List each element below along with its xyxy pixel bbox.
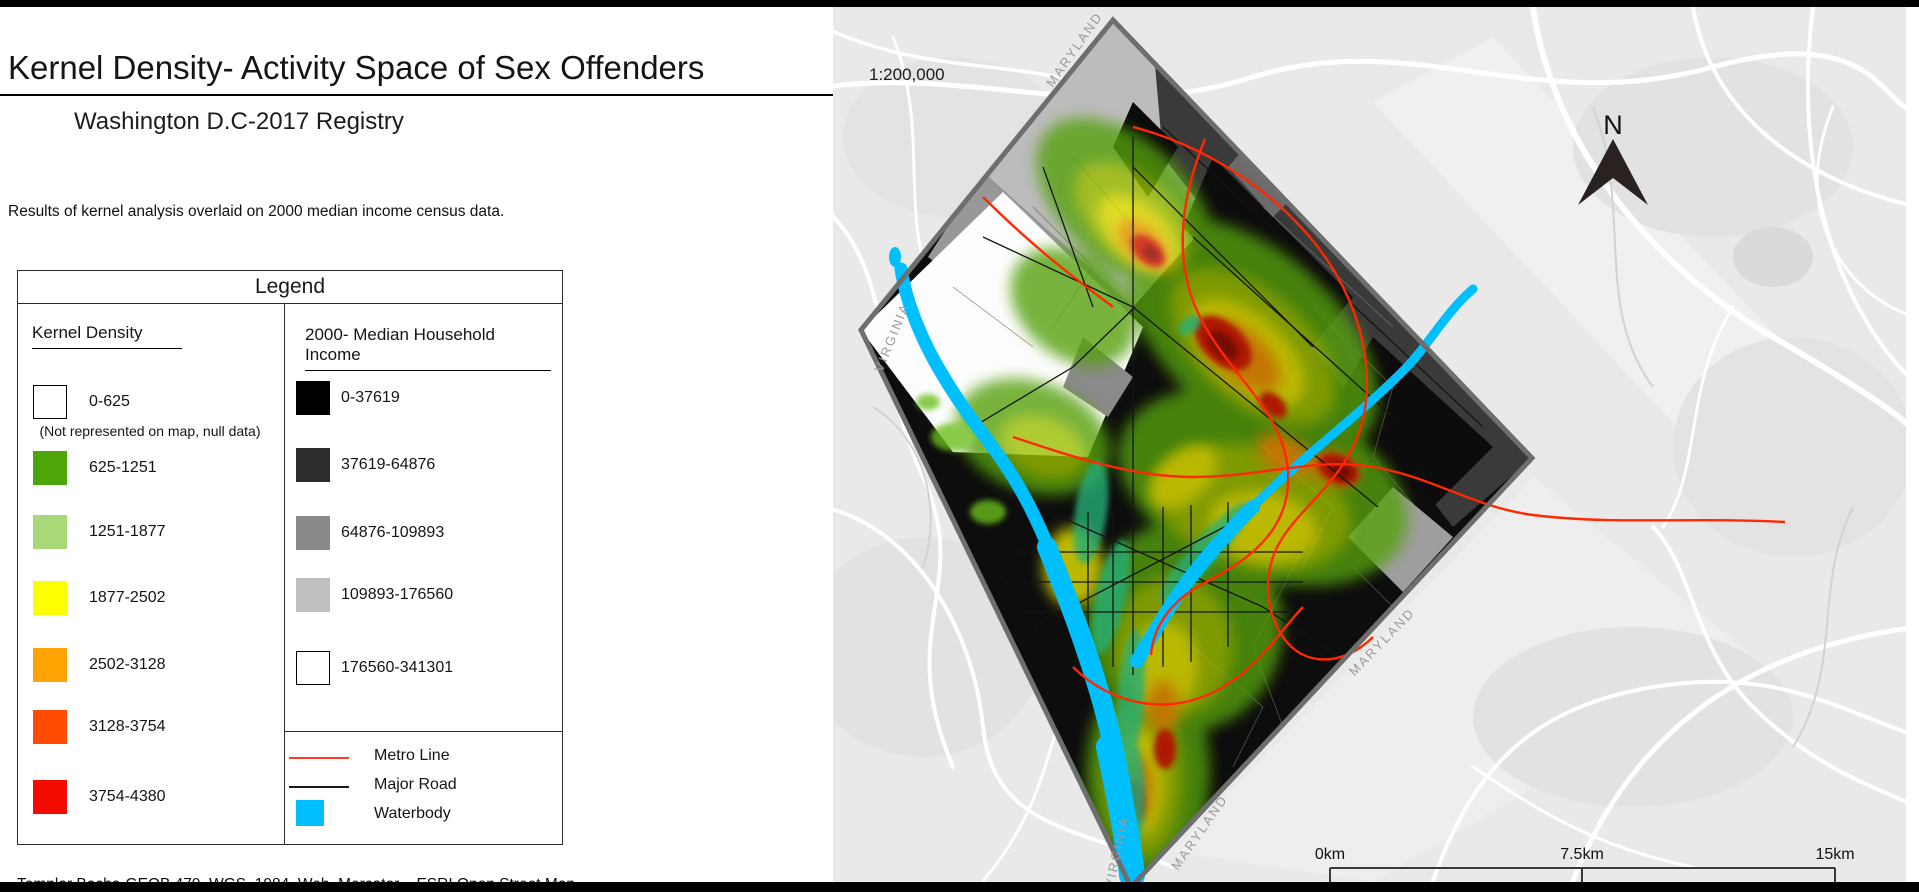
- legend-title: Legend: [18, 271, 562, 304]
- legend: Legend Kernel Density 0-625 (Not represe…: [17, 270, 563, 845]
- page-subtitle: Washington D.C-2017 Registry: [74, 108, 404, 135]
- info-panel: Kernel Density- Activity Space of Sex Of…: [0, 7, 833, 892]
- income-label-3: 109893-176560: [341, 586, 454, 603]
- major-road-label: Major Road: [374, 776, 457, 793]
- kernel-swatch-3: [33, 581, 67, 615]
- kernel-label-4: 2502-3128: [89, 656, 166, 673]
- map-canvas: MARYLAND MARYLAND MARYLAND VIRGINIA VIRG…: [803, 4, 1919, 892]
- kernel-swatch-5: [33, 710, 67, 744]
- waterbody-layer: [889, 247, 1478, 888]
- kernel-label-0: 0-625: [89, 393, 130, 410]
- kernel-label-1: 625-1251: [89, 459, 157, 476]
- title-underline: [0, 94, 833, 96]
- scalebar-mid-label: 7.5km: [1560, 846, 1604, 863]
- income-swatch-4: [296, 651, 330, 685]
- income-label-2: 64876-109893: [341, 524, 445, 541]
- kernel-swatch-2: [33, 515, 67, 549]
- scale-bar: 0km 7.5km 15km: [1315, 846, 1855, 882]
- income-swatch-3: [296, 578, 330, 612]
- bottom-black-bar: [0, 882, 1919, 892]
- income-label-1: 37619-64876: [341, 456, 436, 473]
- metro-line-label: Metro Line: [374, 747, 450, 764]
- kernel-label-3: 1877-2502: [89, 589, 166, 606]
- scalebar-end-label: 15km: [1815, 846, 1854, 863]
- lines-subbox-divider: [284, 731, 563, 732]
- income-swatch-0: [296, 381, 330, 415]
- income-label-4: 176560-341301: [341, 659, 454, 676]
- legend-column-divider: [284, 304, 285, 844]
- waterbody-symbol: [296, 800, 324, 826]
- description-text: Results of kernel analysis overlaid on 2…: [8, 203, 505, 220]
- metro-line-symbol: [289, 757, 349, 759]
- major-road-symbol: [289, 786, 349, 788]
- kernel-label-2: 1251-1877: [89, 523, 166, 540]
- waterbody-label: Waterbody: [374, 805, 451, 822]
- scalebar-start-label: 0km: [1315, 846, 1345, 863]
- income-heading: 2000- Median Household Income: [305, 325, 551, 371]
- income-swatch-1: [296, 448, 330, 482]
- north-arrow: N: [1578, 110, 1648, 205]
- kernel-density-heading: Kernel Density: [32, 323, 182, 349]
- income-swatch-2: [296, 516, 330, 550]
- income-label-0: 0-37619: [341, 389, 400, 406]
- north-label: N: [1603, 110, 1623, 140]
- top-black-bar: [0, 0, 1919, 7]
- page-title: Kernel Density- Activity Space of Sex Of…: [8, 49, 705, 86]
- metro-lines-layer: [982, 125, 1786, 706]
- north-arrow-icon: [1578, 139, 1648, 205]
- kernel-swatch-6: [33, 780, 67, 814]
- kernel-swatch-1: [33, 451, 67, 485]
- right-margin-strip: [1906, 7, 1919, 882]
- kernel-null-note: (Not represented on map, null data): [39, 423, 261, 439]
- kernel-swatch-0: [33, 385, 67, 419]
- scale-ratio-text: 1:200,000: [869, 65, 945, 84]
- map-frame: MARYLAND MARYLAND MARYLAND VIRGINIA VIRG…: [803, 4, 1919, 892]
- kernel-swatch-4: [33, 648, 67, 682]
- kernel-label-6: 3754-4380: [89, 788, 166, 805]
- kernel-label-5: 3128-3754: [89, 718, 166, 735]
